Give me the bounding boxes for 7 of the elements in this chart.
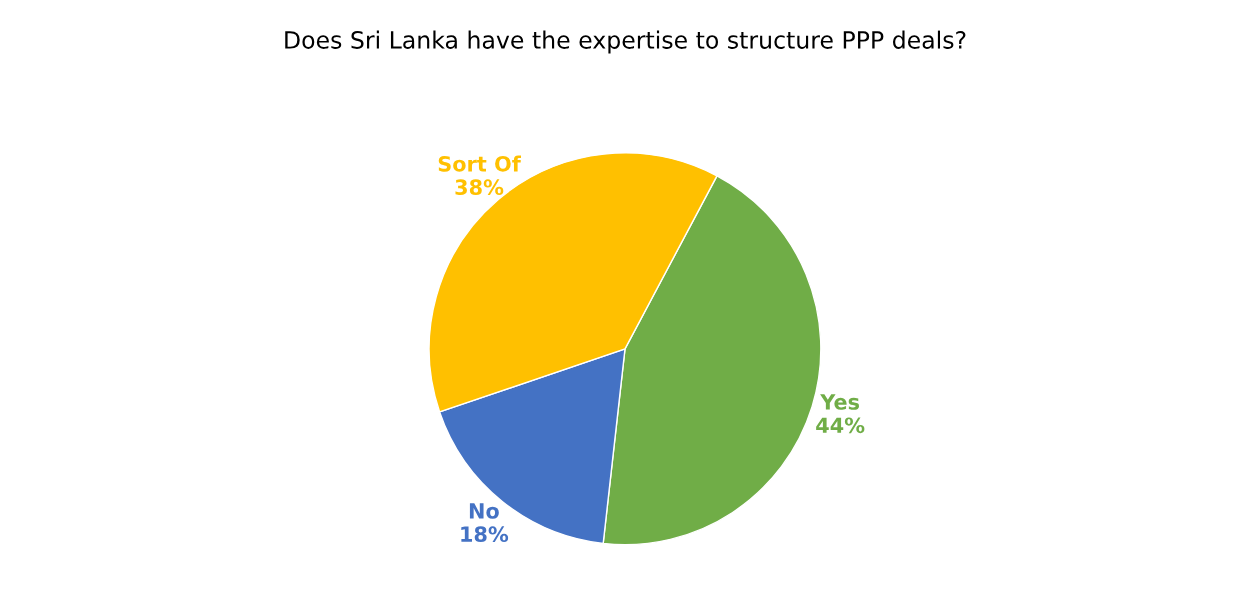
slice-label: Yes [820,394,860,410]
data-label: 38% [455,179,504,196]
slice-label: No [469,503,499,519]
chart-title: Does Sri Lanka have the expertise to structure PPP deals? [285,30,966,54]
slice-label: Sort Of [438,155,522,172]
data-label: 44% [816,417,865,434]
data-label: 18% [461,526,509,543]
